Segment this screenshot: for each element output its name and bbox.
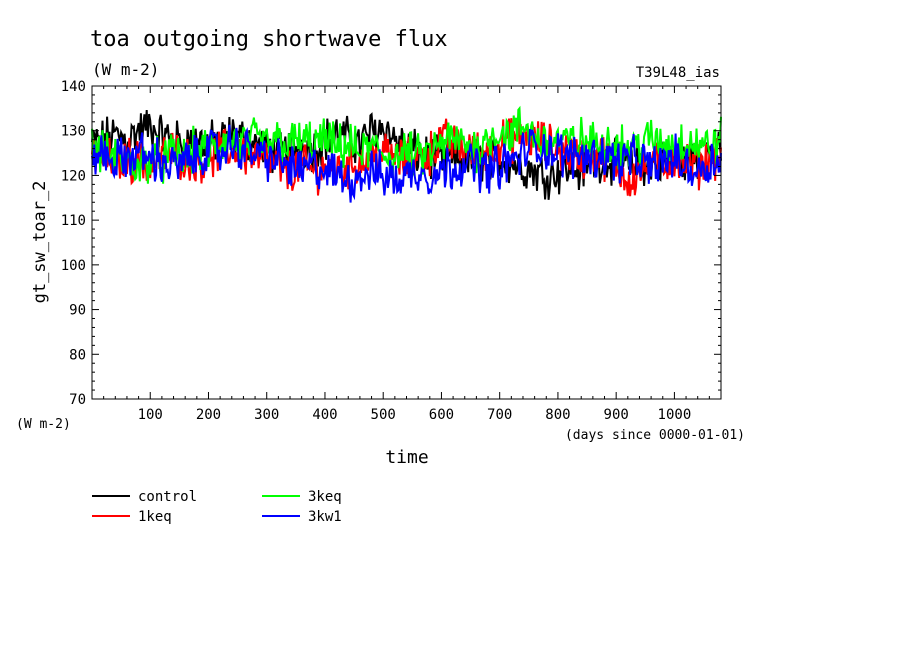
- x-tick-label: 300: [254, 407, 279, 423]
- x-tick-label: 500: [371, 407, 396, 423]
- y-tick-label: 100: [61, 258, 86, 274]
- plot-frame: [91, 85, 722, 400]
- x-tick-label: 1000: [658, 407, 692, 423]
- series-line-3kw1: [91, 124, 722, 203]
- chart-title: toa outgoing shortwave flux: [90, 27, 448, 52]
- x-axis-unit: (days since 0000-01-01): [565, 428, 745, 443]
- legend-label-3keq: 3keq: [308, 489, 342, 505]
- series-layer: [91, 105, 722, 203]
- x-tick-label: 600: [429, 407, 454, 423]
- y-tick-label: 90: [69, 303, 86, 319]
- y-tick-label: 70: [69, 392, 86, 408]
- axes-layer: 70 80 90 100 110 120 130 140 100 200 300 400 500 600 7…: [61, 79, 722, 423]
- run-label: T39L48_ias: [636, 65, 720, 81]
- legend-label-3kw1: 3kw1: [308, 509, 342, 525]
- x-tick-label: 400: [312, 407, 337, 423]
- legend: control 1keq 3keq 3kw1: [92, 489, 342, 525]
- y-tick-label: 110: [61, 213, 86, 229]
- x-tick-label: 800: [545, 407, 570, 423]
- x-tick-label: 200: [196, 407, 221, 423]
- y-tick-label: 130: [61, 124, 86, 140]
- x-tick-label: 900: [604, 407, 629, 423]
- y-tick-label: 120: [61, 168, 86, 184]
- x-tick-label: 100: [138, 407, 163, 423]
- x-axis-label: time: [385, 447, 428, 468]
- chart-subtitle: (W m-2): [92, 60, 159, 79]
- legend-label-1keq: 1keq: [138, 509, 172, 525]
- y-axis-label: gt_sw_toar_2: [30, 181, 50, 304]
- x-tick-label: 700: [487, 407, 512, 423]
- y-axis-unit: (W m-2): [16, 417, 71, 432]
- legend-label-control: control: [138, 489, 197, 505]
- y-tick-label: 140: [61, 79, 86, 95]
- y-tick-label: 80: [69, 347, 86, 363]
